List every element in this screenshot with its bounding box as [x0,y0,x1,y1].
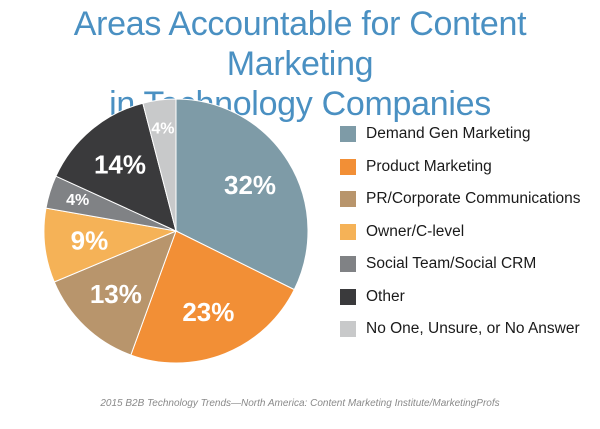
pie-slice-label-6: 4% [151,120,174,137]
chart-title: Areas Accountable for Content Marketing … [0,4,600,124]
legend-swatch [340,223,356,240]
legend-swatch [340,158,356,175]
legend-label: Social Team/Social CRM [366,255,537,273]
pie-slice-5 [55,102,177,232]
legend-label: Demand Gen Marketing [366,125,531,143]
legend-label: PR/Corporate Communications [366,190,581,208]
legend-label: No One, Unsure, or No Answer [366,320,580,338]
pie-slice-0 [175,98,309,291]
legend-swatch [340,126,356,143]
legend-item-0: Demand Gen Marketing [340,118,590,151]
legend-label: Product Marketing [366,157,492,175]
chart-legend: Demand Gen Marketing Product Marketing PR/… [340,118,590,346]
legend-item-5: Other [340,281,590,314]
pie-slice-label-5: 14% [94,149,146,179]
legend-item-4: Social Team/Social CRM [340,248,590,281]
legend-item-6: No One, Unsure, or No Answer [340,313,590,346]
pie-slice-label-0: 32% [224,170,276,200]
legend-swatch [340,288,356,305]
pie-slice-label-1: 23% [182,297,234,327]
legend-item-2: PR/Corporate Communications [340,183,590,216]
pie-slice-label-4: 4% [66,192,89,209]
legend-item-3: Owner/C-level [340,216,590,249]
pie-slice-label-2: 13% [90,279,142,309]
legend-swatch [340,256,356,273]
legend-swatch [340,321,356,338]
legend-label: Owner/C-level [366,222,465,240]
pie-slice-label-3: 9% [71,226,109,256]
pie-slice-6 [142,98,177,232]
chart-title-line-1: Areas Accountable for Content Marketing [73,5,527,83]
legend-label: Other [366,287,405,305]
pie-slice-2 [53,230,177,356]
legend-swatch [340,191,356,208]
legend-item-1: Product Marketing [340,151,590,184]
pie-slice-1 [130,230,295,364]
source-note: 2015 B2B Technology Trends—North America… [100,398,500,409]
